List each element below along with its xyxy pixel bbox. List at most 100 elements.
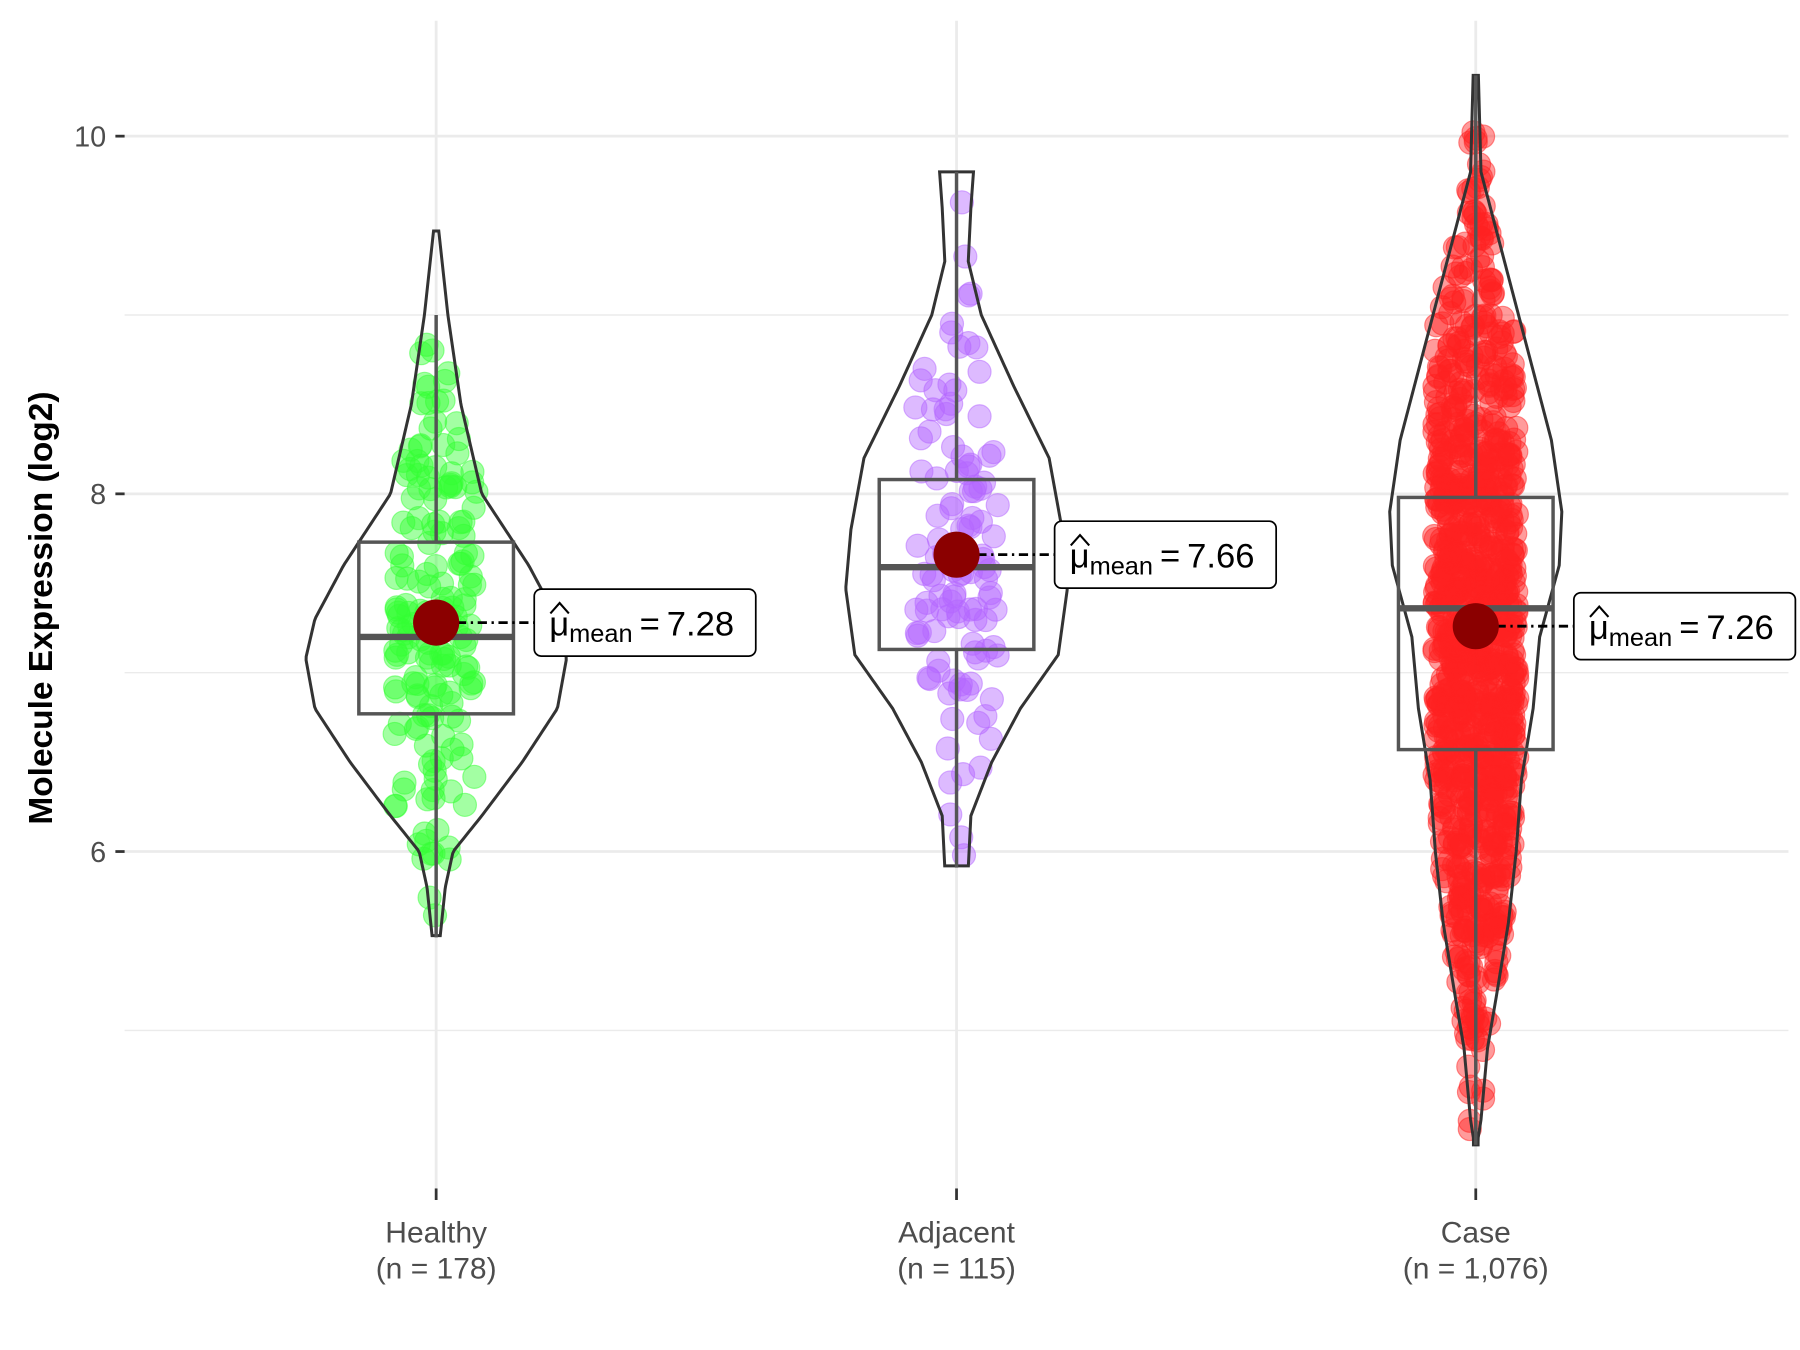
data-point	[1448, 509, 1473, 534]
mean-point	[413, 599, 460, 646]
data-point	[939, 391, 964, 416]
x-tick-label: Adjacent	[898, 1217, 1015, 1250]
data-point	[1460, 923, 1485, 948]
mean-point	[1452, 603, 1499, 650]
data-point	[449, 746, 474, 771]
mean-symbol: μ	[1070, 537, 1090, 575]
data-point	[966, 710, 991, 735]
data-point	[1480, 695, 1505, 720]
data-point	[421, 512, 446, 537]
mean-subscript: mean	[1090, 552, 1153, 580]
data-point	[1500, 376, 1526, 402]
data-point	[452, 593, 477, 618]
y-tick-label: 10	[74, 122, 106, 154]
data-point	[1494, 652, 1519, 678]
x-tick-n-label: (n = 1,076)	[1403, 1252, 1549, 1285]
data-point	[903, 395, 928, 420]
group-adjacent: μmean = 7.66 Adjacent(n = 115)	[844, 170, 1278, 1285]
data-point	[908, 426, 934, 451]
mean-symbol: μ	[549, 605, 569, 643]
data-point	[1484, 880, 1509, 906]
data-point	[396, 640, 421, 665]
mean-value: 7.26	[1706, 609, 1773, 647]
data-point	[1494, 717, 1519, 742]
data-point	[979, 687, 1004, 712]
data-point	[438, 779, 464, 804]
data-point	[1460, 1003, 1485, 1028]
data-point	[1466, 515, 1491, 540]
mean-symbol: μ	[1589, 609, 1609, 647]
y-axis-title: Molecule Expression (log2)	[23, 392, 60, 825]
data-point	[977, 443, 1002, 468]
data-point	[397, 456, 423, 482]
data-point	[437, 680, 462, 705]
data-point	[942, 584, 967, 609]
data-point	[439, 461, 464, 486]
data-point	[923, 378, 948, 403]
data-point	[953, 244, 978, 269]
data-point	[1503, 538, 1528, 563]
data-point	[384, 597, 409, 622]
data-point	[382, 721, 407, 747]
data-point	[446, 515, 471, 541]
data-point	[439, 471, 464, 496]
data-point	[382, 675, 408, 700]
x-tick-n-label: (n = 115)	[897, 1252, 1016, 1285]
mean-subscript: mean	[569, 620, 632, 648]
hat-icon	[1589, 605, 1610, 618]
data-point	[1438, 550, 1463, 575]
data-point	[940, 492, 965, 517]
data-point	[905, 623, 930, 648]
data-point	[971, 470, 997, 495]
data-point	[399, 515, 424, 541]
data-point	[384, 540, 409, 566]
data-point	[1500, 363, 1525, 388]
data-point	[1451, 679, 1476, 704]
data-point	[1485, 874, 1510, 900]
data-point	[978, 726, 1004, 751]
data-point	[1443, 261, 1469, 286]
data-point	[1451, 708, 1477, 733]
x-tick-label: Case	[1441, 1217, 1511, 1250]
data-point	[390, 553, 415, 578]
data-point	[439, 704, 465, 729]
data-point	[1465, 528, 1490, 554]
data-point	[1438, 286, 1464, 311]
data-point	[1453, 324, 1479, 349]
data-point	[409, 391, 434, 416]
mean-equals: =	[1679, 609, 1699, 647]
data-point	[1500, 383, 1525, 408]
data-point	[1426, 487, 1451, 512]
box	[1396, 495, 1555, 752]
data-point	[462, 764, 487, 789]
y-axis: 6 8 10	[74, 122, 125, 869]
hat-icon	[549, 601, 570, 615]
data-point	[967, 404, 992, 429]
data-point	[983, 597, 1008, 622]
data-point	[1466, 835, 1492, 860]
data-point	[1444, 694, 1469, 720]
data-point	[1498, 444, 1523, 470]
data-point	[1479, 826, 1504, 851]
data-point	[452, 586, 477, 612]
data-point	[1482, 405, 1507, 430]
data-point	[1479, 676, 1504, 701]
data-point	[967, 359, 992, 384]
data-point	[416, 390, 441, 416]
data-point	[391, 777, 416, 802]
data-point	[395, 566, 420, 591]
data-point	[1504, 579, 1529, 604]
data-point	[423, 672, 448, 698]
data-point	[407, 434, 433, 459]
data-point	[421, 841, 446, 866]
data-point	[460, 543, 485, 568]
mean-label-box	[533, 588, 757, 657]
data-point	[964, 335, 989, 360]
x-tick-label: Healthy	[385, 1217, 487, 1250]
violin	[304, 229, 568, 938]
data-point	[430, 653, 456, 678]
data-point	[418, 693, 444, 719]
data-point	[1434, 501, 1459, 526]
data-point	[1434, 547, 1459, 572]
data-point	[940, 706, 965, 732]
